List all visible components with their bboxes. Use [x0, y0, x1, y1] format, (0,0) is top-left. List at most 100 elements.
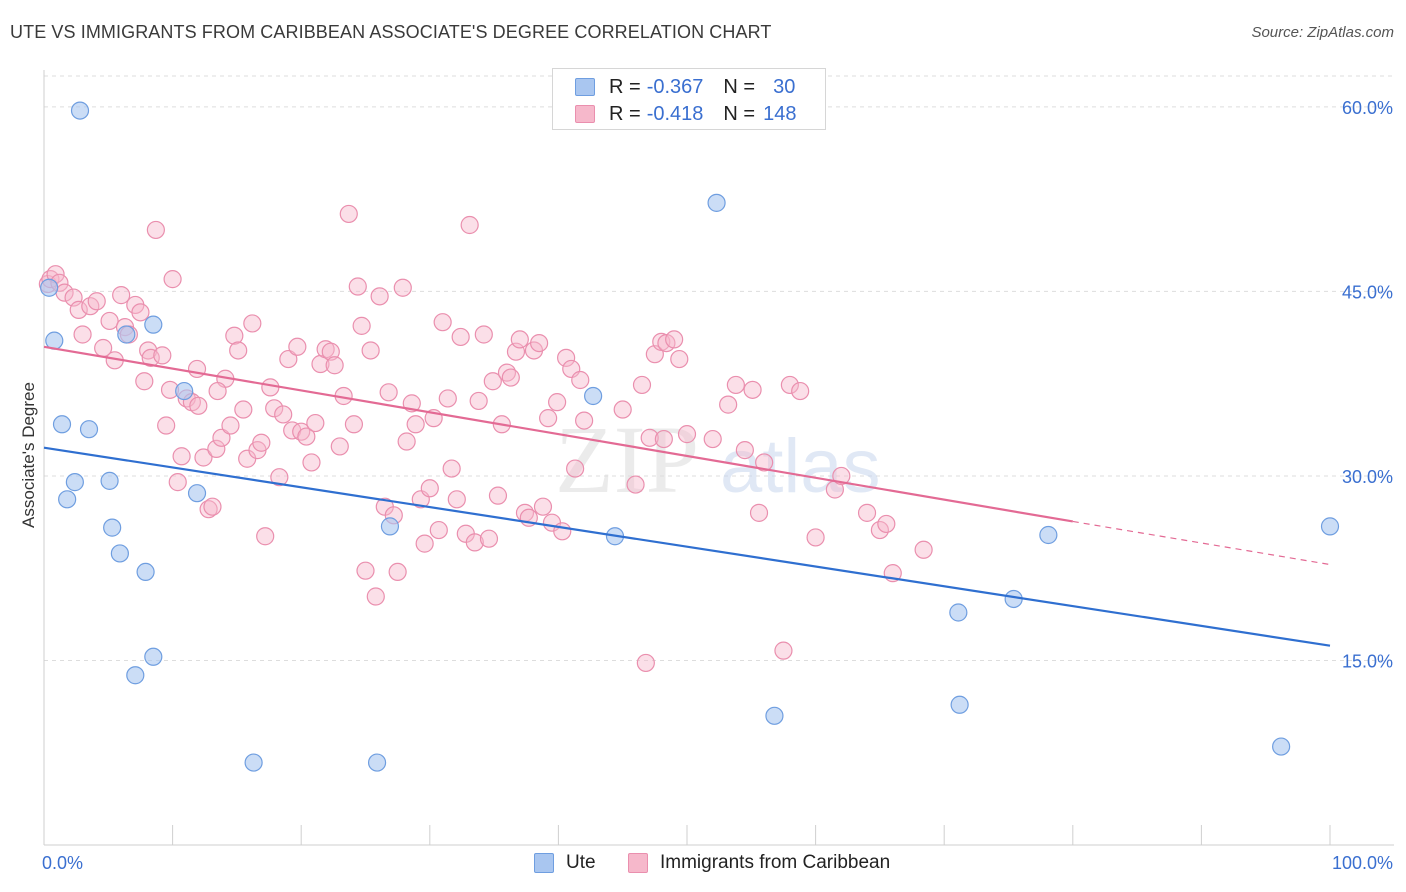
- caribbean-point-146: [189, 396, 208, 415]
- caribbean-point-19: [139, 341, 158, 360]
- caribbean-point-54: [302, 453, 321, 472]
- ute-point-17: [244, 753, 263, 772]
- ute-point-3: [52, 415, 72, 434]
- caribbean-point-71: [379, 383, 398, 402]
- caribbean-point-147: [208, 381, 227, 401]
- n-label: N =: [723, 75, 756, 98]
- caribbean-point-51: [288, 337, 307, 356]
- caribbean-point-116: [626, 475, 645, 494]
- ute-point-4: [79, 420, 99, 439]
- tick-labels: 15.0% 30.0% 45.0% 60.0% 0.0% 100.0%: [42, 98, 1393, 873]
- ute-point-15: [144, 647, 163, 666]
- ute-swatch: [575, 78, 595, 96]
- caribbean-point-68: [366, 587, 385, 606]
- caribbean-point-7: [73, 325, 92, 344]
- caribbean-point-66: [356, 561, 375, 580]
- caribbean-point-64: [348, 277, 367, 296]
- caribbean-points: [38, 204, 933, 673]
- ute-points: [40, 101, 1340, 772]
- caribbean-point-69: [370, 287, 389, 306]
- caribbean-point-131: [780, 375, 799, 395]
- caribbean-point-117: [632, 375, 652, 395]
- ute-point-13: [187, 484, 207, 503]
- watermark-zip: ZIP: [555, 406, 699, 513]
- caribbean-point-47: [270, 468, 289, 487]
- ute-point-6: [65, 473, 84, 492]
- caribbean-point-118: [640, 428, 659, 447]
- ute-point-23: [765, 706, 784, 725]
- caribbean-point-139: [857, 503, 877, 522]
- caribbean-point-143: [749, 503, 769, 522]
- caribbean-point-25: [168, 473, 187, 492]
- legend-label-caribbean: Immigrants from Caribbean: [660, 852, 891, 873]
- y-tick-label-0: 15.0%: [1342, 651, 1393, 671]
- y-tick-label-3: 60.0%: [1342, 98, 1393, 118]
- caribbean-swatch: [628, 853, 648, 873]
- caribbean-point-124: [677, 425, 697, 444]
- caribbean-point-142: [703, 429, 722, 449]
- caribbean-swatch: [575, 105, 595, 123]
- caribbean-point-128: [743, 380, 762, 399]
- axes: [43, 70, 1394, 846]
- legend-item-caribbean[interactable]: Immigrants from Caribbean: [628, 852, 890, 874]
- y-axis-label: Associate's Degree: [19, 382, 38, 528]
- legend-item-ute[interactable]: Ute: [534, 852, 596, 874]
- caribbean-point-67: [361, 341, 380, 360]
- caribbean-point-39: [234, 400, 253, 419]
- caribbean-point-87: [451, 327, 470, 347]
- grid-lines: [44, 75, 1394, 661]
- caribbean-point-46: [265, 399, 284, 418]
- caribbean-point-45: [261, 378, 280, 397]
- caribbean-point-36: [221, 416, 240, 435]
- y-tick-label-2: 45.0%: [1342, 282, 1393, 302]
- ute-point-12: [175, 381, 194, 401]
- caribbean-point-43: [252, 433, 271, 452]
- r-value: -0.367: [646, 75, 704, 98]
- caribbean-point-115: [613, 400, 632, 419]
- caribbean-point-49: [279, 349, 298, 369]
- ute-point-27: [1039, 525, 1058, 545]
- chart-title: UTE VS IMMIGRANTS FROM CARIBBEAN ASSOCIA…: [10, 22, 772, 42]
- caribbean-point-55: [306, 413, 325, 433]
- ute-point-16: [126, 666, 145, 685]
- legend-row-ute: R = -0.367 N = 30: [575, 75, 795, 99]
- caribbean-point-138: [832, 466, 851, 486]
- caribbean-point-75: [397, 432, 416, 451]
- caribbean-point-63: [344, 415, 364, 434]
- caribbean-point-100: [510, 330, 529, 349]
- caribbean-point-105: [533, 497, 553, 516]
- caribbean-point-26: [172, 447, 191, 466]
- legend-stats: R = -0.367 N = 30 R = -0.418 N = 148: [552, 68, 826, 130]
- caribbean-point-17: [131, 303, 150, 322]
- caribbean-point-41: [243, 314, 262, 333]
- x-tick-label-1: 100.0%: [1332, 853, 1393, 873]
- ute-point-10: [117, 325, 136, 344]
- caribbean-point-34: [212, 428, 231, 447]
- caribbean-point-92: [474, 325, 493, 344]
- caribbean-point-130: [774, 641, 793, 660]
- caribbean-point-135: [914, 540, 933, 559]
- caribbean-point-44: [256, 527, 275, 546]
- caribbean-point-126: [726, 375, 745, 395]
- caribbean-point-22: [153, 346, 172, 365]
- caribbean-point-23: [157, 416, 176, 435]
- ute-point-14: [136, 562, 155, 582]
- caribbean-point-108: [548, 393, 567, 412]
- ute-point-19: [380, 517, 400, 536]
- ute-trendline: [43, 446, 1331, 647]
- caribbean-point-85: [442, 459, 461, 478]
- caribbean-point-38: [229, 341, 248, 360]
- ute-point-8: [103, 518, 122, 537]
- caribbean-point-122: [665, 330, 684, 349]
- caribbean-point-13: [112, 286, 131, 305]
- n-value: 148: [763, 102, 797, 125]
- ute-point-24: [950, 695, 969, 714]
- ute-swatch: [534, 853, 554, 873]
- caribbean-point-106: [539, 409, 558, 428]
- source-label: Source: ZipAtlas.com: [1251, 24, 1394, 41]
- caribbean-point-60: [330, 437, 349, 456]
- caribbean-point-109: [553, 522, 572, 541]
- caribbean-point-62: [339, 204, 358, 224]
- y-tick-label-1: 30.0%: [1342, 467, 1393, 487]
- x-tick-label-0: 0.0%: [42, 853, 83, 873]
